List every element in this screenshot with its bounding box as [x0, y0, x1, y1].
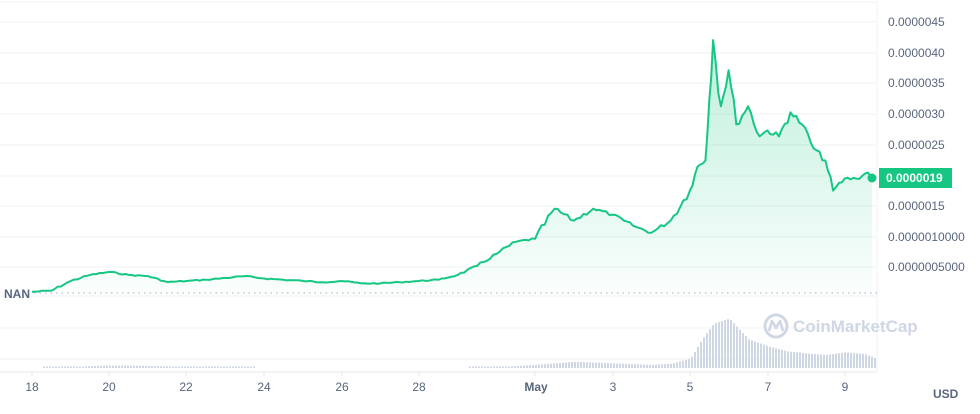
x-tick-label: 20: [102, 380, 116, 394]
price-area-fill: [32, 40, 874, 293]
currency-label[interactable]: USD: [933, 387, 959, 401]
x-axis: 18 20 22 24 26 28 May 3 5 7 9: [25, 372, 849, 394]
x-tick-label: 7: [765, 380, 772, 394]
y-tick-label: 0.0000045: [888, 15, 945, 29]
y-tick-label: 0.0000010000: [888, 230, 965, 244]
y-tick-label: 0.0000005000: [888, 260, 965, 274]
y-tick-label: 0.0000035: [888, 76, 945, 90]
x-tick-label: 5: [687, 380, 694, 394]
x-tick-label: 22: [179, 380, 193, 394]
coinmarketcap-watermark: CoinMarketCap: [763, 313, 918, 339]
baseline-nan-label: NAN: [4, 287, 30, 301]
current-price-tag: 0.0000019: [879, 168, 952, 188]
price-line[interactable]: [31, 39, 875, 293]
x-tick-label: 28: [412, 380, 426, 394]
current-price-label: 0.0000019: [886, 171, 943, 185]
x-tick-label: 3: [610, 380, 617, 394]
current-price-dot: [867, 173, 877, 183]
x-tick-label: 18: [25, 380, 39, 394]
y-tick-label: 0.0000025: [888, 138, 945, 152]
watermark-text: CoinMarketCap: [793, 317, 918, 336]
y-tick-label: 0.0000015: [888, 199, 945, 213]
y-axis: 0.0000045 0.0000040 0.0000035 0.0000030 …: [888, 15, 965, 274]
volume-bars: [43, 319, 876, 368]
x-tick-label-month: May: [524, 380, 548, 394]
x-tick-label: 26: [335, 380, 349, 394]
x-tick-label: 9: [842, 380, 849, 394]
y-tick-label: 0.0000030: [888, 107, 945, 121]
coinmarketcap-logo-icon: [763, 313, 789, 339]
y-tick-label: 0.0000040: [888, 46, 945, 60]
x-tick-label: 24: [257, 380, 271, 394]
